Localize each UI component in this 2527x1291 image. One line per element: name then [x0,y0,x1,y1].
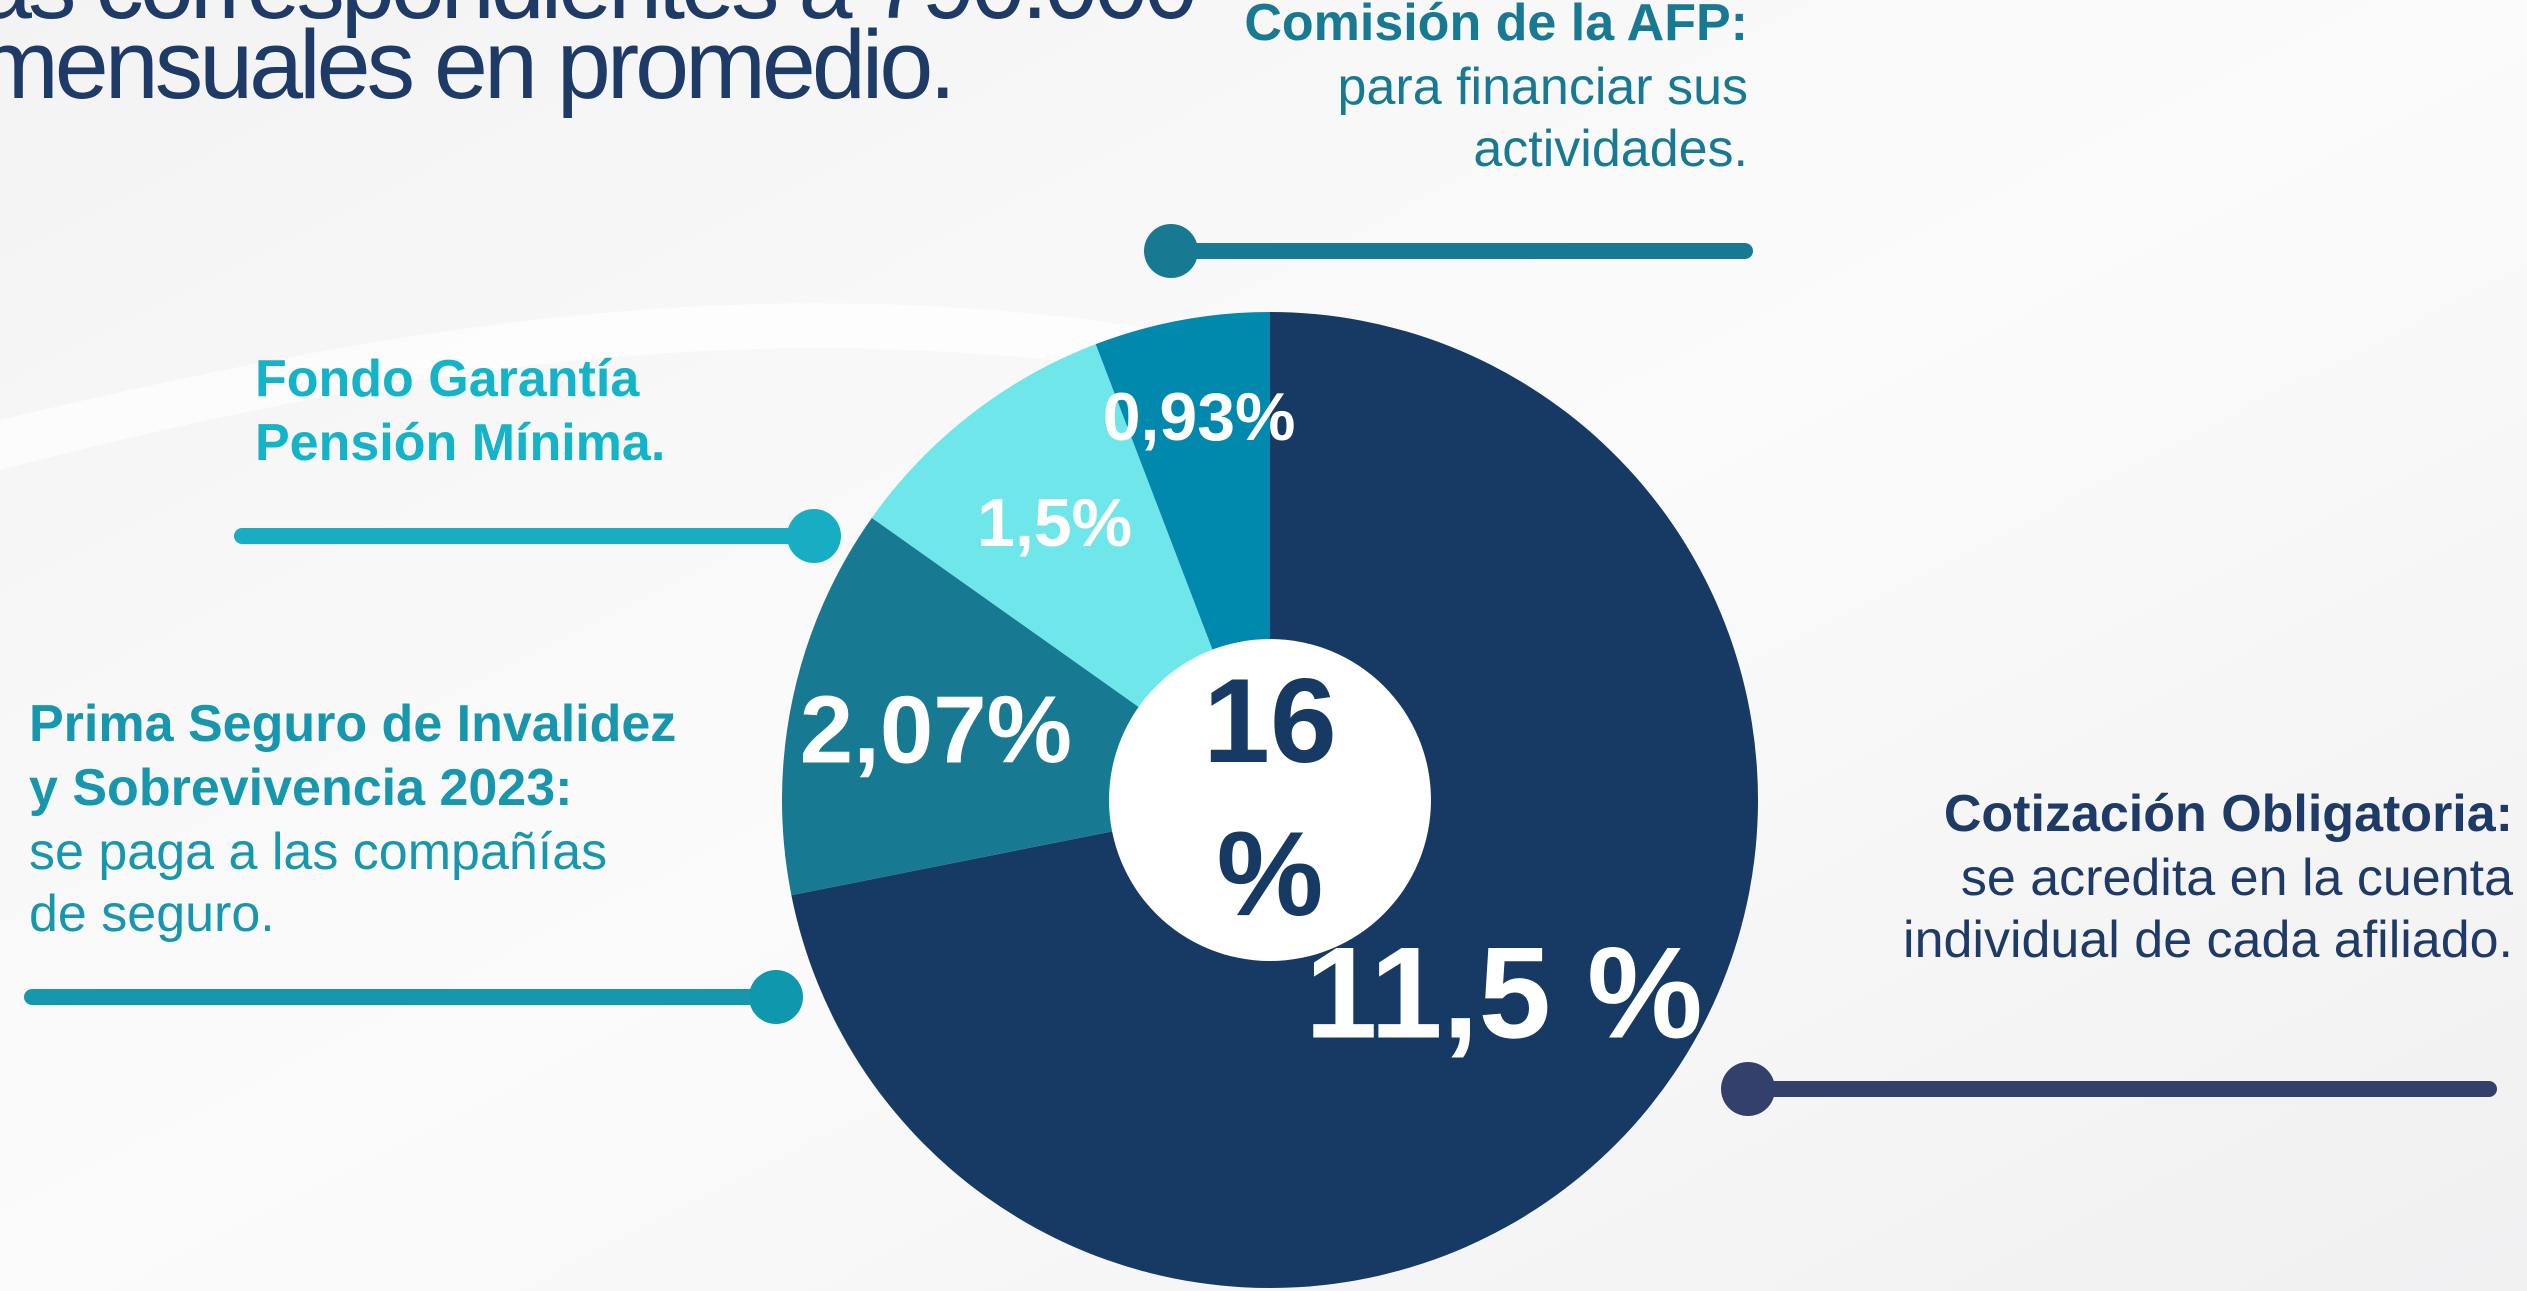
annotation-text: individual de cada afiliado. [1903,911,2513,969]
annotation-heading: y Sobrevivencia 2023: [29,759,572,817]
slice-label: 2,07% [800,676,1072,783]
annotation-dot [749,970,803,1024]
background-swoosh [0,303,1400,470]
center-label: % [1217,807,1324,941]
annotation-heading: Prima Seguro de Invalidez [29,695,676,753]
annotation-text: actividades. [1473,120,1748,178]
annotation-heading: Pensión Mínima. [255,414,665,472]
annotation-dot [787,509,841,563]
title-line: mensuales en promedio. [0,10,952,119]
slice-label: 1,5% [977,485,1132,561]
annotation-text: se paga a las compañías [29,823,607,881]
annotation-text: de seguro. [29,885,275,943]
annotation-heading: Cotización Obligatoria: [1944,785,2513,843]
annotation-dot [1721,1062,1775,1116]
annotation-text: se acredita en la cuenta [1961,849,2513,907]
slice-label: 11,5 % [1305,919,1703,1065]
annotation-heading: Fondo Garantía [255,350,640,408]
slice-label: 0,93% [1103,379,1296,455]
title-line: as correspondientes a 790.000 [0,0,1195,39]
annotation-text: para financiar sus [1338,58,1748,116]
center-label: 16 [1203,654,1336,788]
annotation-heading: Comisión de la AFP: [1244,0,1748,52]
annotation-dot [1144,224,1198,278]
center-hole [1109,639,1431,961]
